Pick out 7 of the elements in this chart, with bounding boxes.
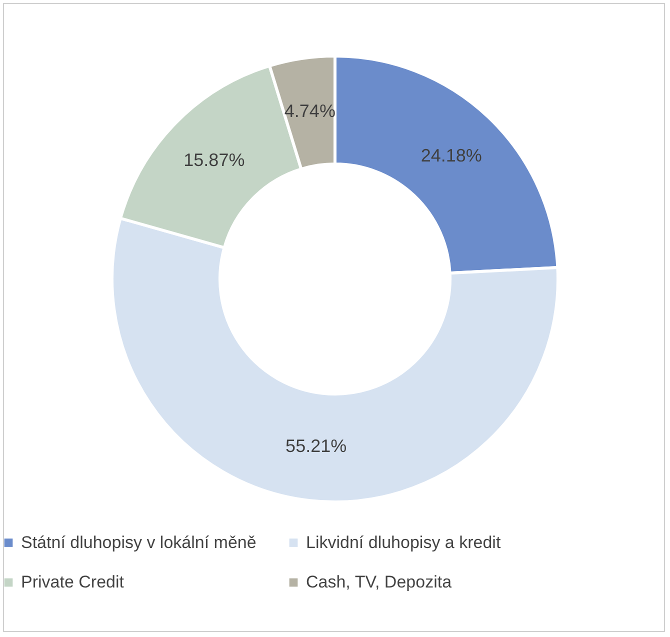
legend-label: Likvidní dluhopisy a kredit: [306, 532, 501, 552]
legend-label: Cash, TV, Depozita: [306, 572, 452, 592]
legend-label: Státní dluhopisy v lokální měně: [21, 532, 256, 552]
data-label: 15.87%: [184, 150, 245, 170]
data-label: 55.21%: [286, 436, 347, 456]
data-label: 24.18%: [420, 145, 482, 166]
legend-label: Private Credit: [21, 572, 124, 592]
